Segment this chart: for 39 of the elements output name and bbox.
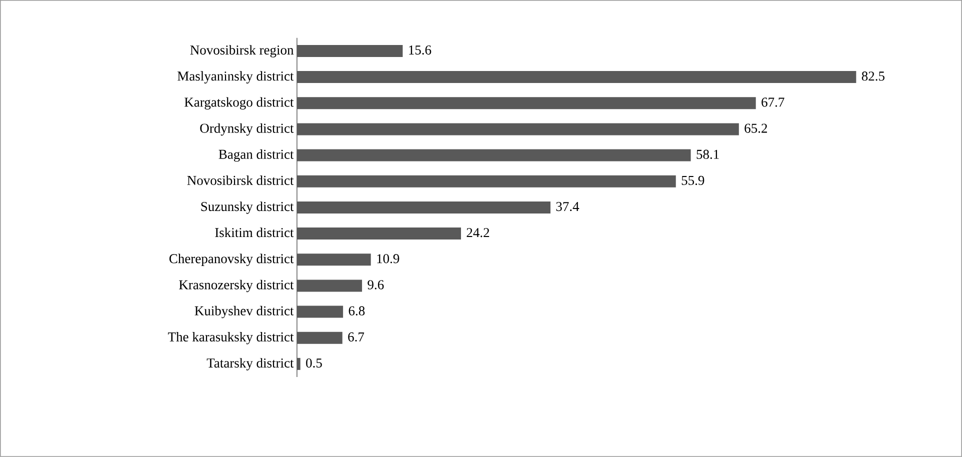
bar	[296, 201, 550, 214]
y-tick-label: Ordynsky district	[200, 123, 294, 136]
y-tick-label: Kuibyshev district	[194, 306, 294, 318]
y-tick-label: The karasuksky district	[168, 332, 294, 344]
bar	[296, 97, 756, 110]
data-label: 37.4	[556, 202, 580, 212]
data-label: 15.6	[409, 46, 432, 55]
data-label: 65.2	[744, 124, 767, 133]
y-tick-label: Maslyaninsky district	[178, 71, 294, 84]
bar	[296, 175, 676, 188]
bar	[296, 358, 300, 370]
y-tick-label: Krasnozersky district	[179, 280, 294, 292]
data-label: 6.8	[348, 306, 365, 316]
bar	[296, 254, 371, 266]
bar	[296, 280, 362, 292]
data-label: 55.9	[682, 176, 704, 186]
y-tick-label: Iskitim district	[215, 228, 294, 238]
bar	[296, 228, 461, 240]
data-label: 9.6	[368, 280, 384, 290]
bar	[296, 71, 856, 84]
data-label: 82.5	[862, 72, 884, 81]
y-tick-label: Suzunsky district	[201, 202, 294, 214]
y-tick-label: Kargatskogo district	[184, 97, 294, 110]
bar	[296, 123, 739, 136]
bar	[296, 149, 691, 162]
y-tick-label: Novosibirsk region	[190, 45, 294, 58]
y-tick-label: Novosibirsk district	[187, 176, 294, 186]
bar	[296, 44, 403, 57]
y-tick-label: Cherepanovsky district	[169, 254, 294, 266]
bar	[296, 306, 344, 318]
data-label: 24.2	[466, 228, 490, 238]
data-label: 58.1	[696, 150, 719, 160]
data-label: 0.5	[306, 358, 322, 368]
bar	[296, 332, 342, 344]
data-label: 67.7	[762, 98, 784, 107]
data-label: 6.7	[348, 332, 364, 342]
data-label: 10.9	[377, 254, 400, 264]
y-tick-label: Tatarsky district	[206, 358, 294, 370]
y-tick-label: Bagan district	[218, 149, 294, 162]
